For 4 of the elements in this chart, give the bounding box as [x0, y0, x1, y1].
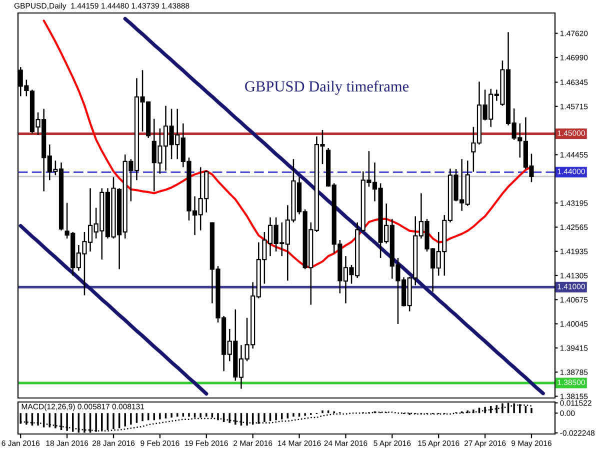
- line-series: [20, 404, 532, 432]
- text: GBPUSD Daily timeframe: [245, 80, 409, 95]
- line-series: [123, 16, 545, 396]
- line-series: [18, 224, 208, 396]
